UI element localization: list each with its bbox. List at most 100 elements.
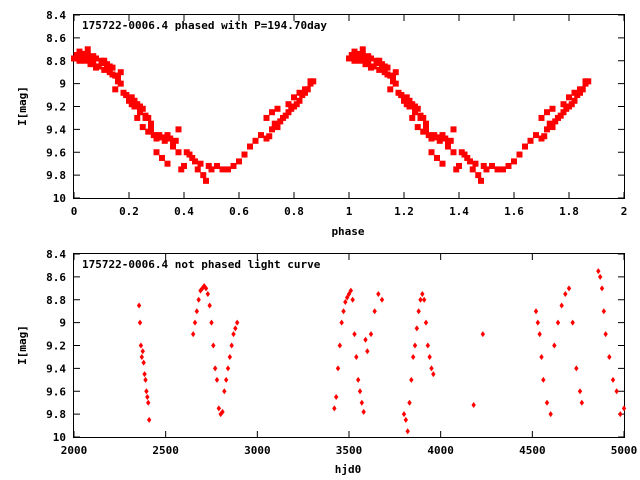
- data-point: [271, 120, 278, 127]
- data-point: [467, 158, 473, 165]
- data-point: [403, 94, 410, 101]
- data-point: [112, 86, 119, 93]
- data-point: [197, 160, 204, 167]
- x-tick-label: 5000: [611, 444, 638, 457]
- y-tick-label: 8.8: [46, 294, 66, 307]
- x-tick-label: 1: [346, 205, 353, 218]
- data-point: [181, 162, 187, 169]
- x-tick-label: 0.6: [229, 205, 249, 218]
- data-point: [332, 405, 337, 412]
- data-point: [447, 137, 454, 144]
- data-point: [115, 74, 121, 81]
- data-point: [131, 97, 138, 104]
- data-point: [582, 78, 589, 85]
- data-point: [266, 133, 273, 140]
- data-point: [425, 342, 431, 349]
- data-point: [516, 151, 523, 158]
- data-point: [247, 143, 253, 150]
- data-point: [153, 149, 160, 156]
- data-point: [409, 376, 414, 383]
- data-point: [427, 353, 432, 360]
- data-point: [428, 149, 435, 156]
- data-point: [607, 353, 612, 360]
- data-point: [390, 74, 396, 81]
- data-point: [208, 166, 215, 173]
- y-tick-label: 9: [59, 78, 66, 91]
- data-point: [414, 325, 420, 332]
- data-point: [175, 149, 182, 156]
- data-point: [252, 137, 259, 144]
- data-point: [392, 69, 399, 76]
- data-point: [544, 109, 550, 116]
- data-point: [274, 105, 281, 112]
- x-tick-label: 1.6: [504, 205, 524, 218]
- data-point: [384, 71, 391, 78]
- data-point: [348, 52, 355, 59]
- data-point: [469, 166, 476, 173]
- data-point: [285, 101, 292, 108]
- data-point: [401, 97, 407, 104]
- data-point: [263, 114, 270, 121]
- data-point: [207, 302, 212, 309]
- data-point: [421, 296, 427, 303]
- data-point: [548, 411, 553, 418]
- data-point: [355, 376, 361, 383]
- data-point: [222, 388, 227, 395]
- data-point: [410, 353, 416, 360]
- plot-frame: [73, 14, 625, 199]
- data-point: [194, 308, 200, 315]
- data-point: [138, 342, 144, 349]
- data-point: [376, 291, 381, 298]
- data-point: [82, 57, 88, 64]
- data-point: [412, 342, 418, 349]
- data-point: [192, 158, 198, 165]
- data-point: [258, 132, 264, 139]
- data-point: [398, 92, 405, 99]
- data-point: [148, 120, 154, 127]
- data-point: [343, 299, 348, 306]
- data-point: [227, 353, 233, 360]
- y-tick-label: 8.6: [46, 32, 66, 45]
- plot-frame: [73, 253, 625, 438]
- x-tick-label: 2500: [152, 444, 179, 457]
- data-point: [559, 302, 564, 309]
- data-point: [143, 376, 148, 383]
- data-point: [79, 50, 86, 57]
- data-point: [571, 89, 578, 96]
- data-point: [73, 52, 80, 59]
- data-point: [189, 154, 196, 161]
- data-point: [376, 57, 383, 64]
- data-point: [368, 64, 374, 71]
- data-point: [186, 151, 193, 158]
- data-point: [209, 319, 214, 326]
- data-point: [403, 416, 409, 423]
- data-point: [123, 92, 130, 99]
- y-tick-label: 9.2: [46, 101, 66, 114]
- data-point: [87, 56, 94, 63]
- data-point: [579, 399, 585, 406]
- data-point: [461, 151, 468, 158]
- y-tick-label: 9.4: [46, 362, 66, 375]
- tick-group: 0 0.2 0.4 0.6 0.8 1 1.2 1.4 1.6 1.8 2 8.4 8.6 8.8 9 9.2…: [46, 9, 627, 218]
- y-tick-label: 9: [59, 317, 66, 330]
- data-point: [106, 63, 113, 70]
- data-point: [379, 296, 385, 303]
- data-point: [361, 408, 366, 415]
- data-point: [596, 268, 601, 275]
- data-point: [167, 135, 174, 142]
- data-point: [566, 94, 572, 101]
- data-point: [159, 154, 165, 161]
- data-point: [359, 50, 366, 57]
- data-point: [333, 393, 339, 400]
- data-point: [571, 97, 578, 104]
- y-tick-label: 9.4: [46, 123, 66, 136]
- unphased-light-curve-panel: 175722-0006.4 not phased light curve hjd…: [16, 248, 637, 476]
- data-point: [405, 428, 410, 435]
- x-tick-label: 3500: [336, 444, 363, 457]
- data-point: [296, 89, 303, 96]
- data-point: [146, 416, 152, 423]
- data-point: [137, 319, 143, 326]
- data-point: [412, 109, 418, 116]
- phased-light-curve-panel: 175722-0006.4 phased with P=194.70day ph…: [16, 9, 627, 238]
- data-point: [535, 319, 541, 326]
